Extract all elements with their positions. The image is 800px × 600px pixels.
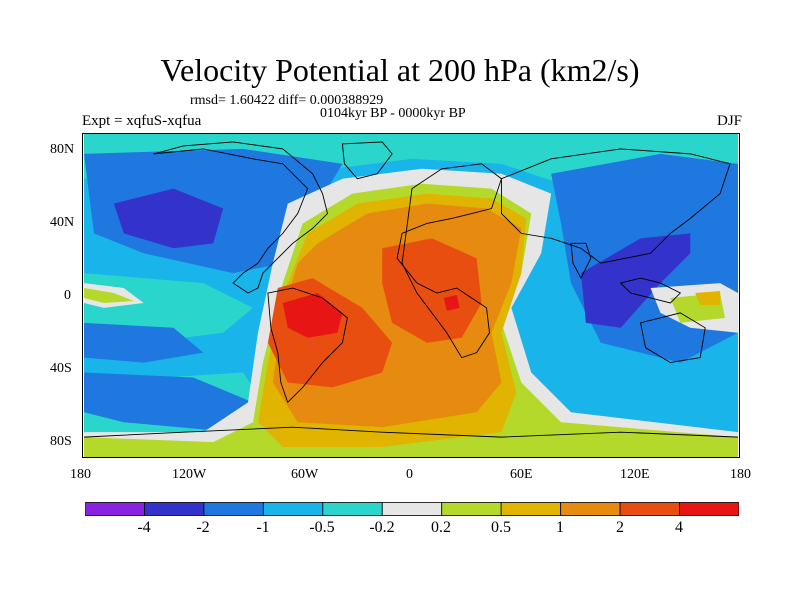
- colorbar-label: -0.5: [309, 519, 335, 536]
- lat-tick-label: 40S: [50, 361, 72, 376]
- lon-tick-label: 120E: [620, 467, 650, 482]
- lon-tick-label: 180: [730, 467, 751, 482]
- lat-tick-label: 40N: [50, 215, 75, 230]
- colorbar-label: -0.2: [369, 519, 395, 536]
- lat-tick-label: 80N: [50, 142, 75, 157]
- colorbar-box: [679, 502, 739, 516]
- colorbar-box: [322, 502, 383, 516]
- lon-tick-label: 0: [406, 467, 413, 482]
- colorbar-box: [262, 502, 324, 516]
- period-text: 0104kyr BP - 0000kyr BP: [320, 106, 466, 121]
- lon-tick-label: 60W: [291, 467, 319, 482]
- colorbar-label: 4: [675, 519, 683, 536]
- colorbar-box: [381, 502, 443, 516]
- colorbar-label: -2: [196, 519, 210, 536]
- colorbar-label: 2: [616, 519, 624, 536]
- rmsd-diff-text: rmsd= 1.60422 diff= 0.000388929: [190, 93, 384, 108]
- colorbar-box: [441, 502, 502, 516]
- lon-tick-label: 120W: [172, 467, 207, 482]
- colorbar: [85, 502, 739, 516]
- filled-contours: [84, 134, 738, 457]
- colorbar-box: [560, 502, 621, 516]
- velocity-potential-map: [82, 133, 740, 458]
- season-label: DJF: [716, 113, 742, 129]
- lat-tick-label: 0: [64, 288, 71, 303]
- chart-title: Velocity Potential at 200 hPa (km2/s): [160, 52, 640, 88]
- colorbar-label: -4: [137, 519, 151, 536]
- colorbar-box: [203, 502, 264, 516]
- colorbar-label: -1: [256, 519, 270, 536]
- colorbar-label: 0.5: [491, 519, 511, 536]
- colorbar-box: [85, 502, 145, 516]
- lon-tick-label: 180: [70, 467, 91, 482]
- lat-tick-label: 80S: [50, 434, 72, 449]
- colorbar-box: [500, 502, 562, 516]
- colorbar-label: 1: [556, 519, 564, 536]
- experiment-label: Expt = xqfuS-xqfua: [82, 113, 202, 129]
- colorbar-box: [144, 502, 205, 516]
- coastlines: [84, 141, 738, 438]
- lon-tick-label: 60E: [510, 467, 533, 482]
- colorbar-label: 0.2: [431, 519, 451, 536]
- colorbar-box: [619, 502, 680, 516]
